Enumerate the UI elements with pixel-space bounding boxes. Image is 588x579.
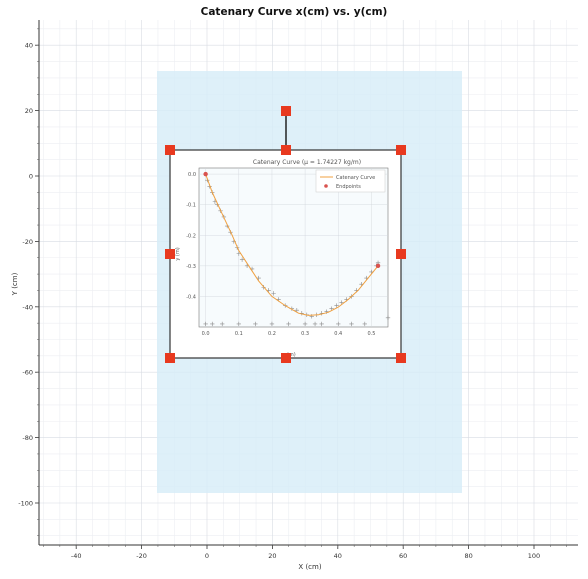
scatter-point [286,321,291,327]
embedded-x-tick-label: 0.0 [202,331,210,337]
y-tick-label: 0 [29,173,33,181]
x-tick-label: 100 [528,552,540,560]
embedded-y-tick-label: 0.0 [188,172,196,178]
handle-top-right[interactable] [396,145,406,155]
scatter-point [203,321,208,327]
embedded-plot-ylabel: y (m) [175,247,181,260]
scatter-point [220,321,225,327]
x-tick-label: 40 [334,552,342,560]
y-tick-label: -20 [22,238,33,246]
scatter-point [349,321,354,327]
handle-top-left[interactable] [165,145,175,155]
embedded-plot-legend: Catenary Curve Endpoints [315,169,386,193]
embedded-plot-ticks: 0.0 0.1 0.2 0.3 0.4 0.5 0.0 -0.1 -0.2 -0.3 -0.4 [186,172,375,337]
handle-middle-right[interactable] [396,249,406,259]
scatter-point [334,303,339,308]
embedded-plot-title: Catenary Curve (μ = 1.74227 kg/m) [253,159,361,166]
scatter-point [302,321,308,327]
embedded-y-tick-label: -0.4 [186,294,196,300]
x-axis-ticks: -40 -20 0 20 40 60 80 100 [43,545,567,560]
y-tick-label: -100 [18,500,33,508]
legend-endpoints-swatch [324,184,328,188]
handle-bottom-middle[interactable] [281,353,291,363]
y-tick-label: 20 [25,107,33,115]
scatter-point [319,321,324,327]
y-tick-label: 40 [25,42,33,50]
y-tick-label: -40 [22,303,33,311]
embedded-y-tick-label: -0.3 [186,264,196,270]
x-tick-label: 0 [205,552,209,560]
embedded-y-tick-label: -0.2 [186,233,196,239]
embedded-x-tick-label: 0.5 [367,331,375,337]
handle-top-middle[interactable] [281,145,291,155]
embedded-plot-area [198,167,389,328]
rotate-handle[interactable] [281,106,291,116]
embedded-x-tick-label: 0.1 [235,331,243,337]
handle-bottom-left[interactable] [165,353,175,363]
embedded-x-tick-label: 0.4 [334,331,342,337]
scatter-point [294,307,300,313]
handle-bottom-right[interactable] [396,353,406,363]
scatter-point [210,321,215,327]
scatter-point [239,257,245,262]
legend-curve-label: Catenary Curve [336,175,375,181]
y-axis-label: Y (cm) [11,272,19,296]
x-tick-label: -40 [71,552,82,560]
y-tick-label: -80 [22,434,33,442]
scatter-point [271,291,276,296]
endpoint-marker [375,263,381,269]
embedded-x-tick-label: 0.3 [301,331,309,337]
scatter-point [336,321,341,327]
x-axis-label: X (cm) [298,563,321,571]
x-tick-label: 60 [399,552,407,560]
x-tick-label: -20 [136,552,147,560]
plot-title: Catenary Curve x(cm) vs. y(cm) [201,6,388,18]
scatter-point [269,321,275,327]
scatter-point [253,321,258,327]
scatter-point [385,315,391,321]
endpoints-markers [203,171,381,269]
catenary-curve-line [205,173,379,316]
x-tick-label: 20 [268,552,276,560]
scatter-point [312,321,318,327]
x-tick-label: 80 [464,552,472,560]
scatter-point [362,321,367,327]
legend-endpoints-label: Endpoints [336,184,361,190]
y-tick-label: -60 [22,369,33,377]
scatter-point [236,321,241,327]
embedded-x-tick-label: 0.2 [268,331,276,337]
embedded-y-tick-label: -0.1 [186,203,196,209]
y-axis-ticks: 40 20 0 -20 -40 -60 -80 -100 [18,28,39,536]
embedded-plot-image: Catenary Curve (μ = 1.74227 kg/m) 0.0 0.1… [175,159,391,358]
legend-box [315,169,386,193]
handle-middle-left[interactable] [165,249,175,259]
endpoint-marker [203,171,208,177]
